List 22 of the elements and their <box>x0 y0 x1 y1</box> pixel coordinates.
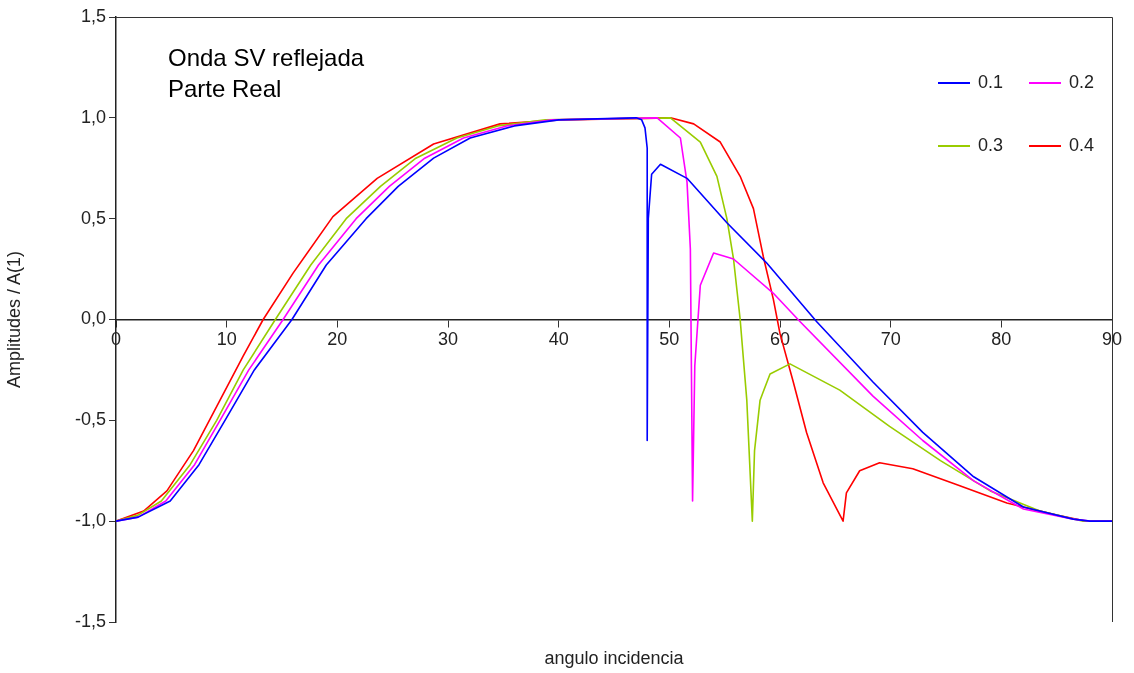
y-tick-label: -0,5 <box>74 409 106 430</box>
y-tick-label: 0,0 <box>80 308 106 329</box>
x-axis-title: angulo incidencia <box>543 648 685 669</box>
legend-label: 0.4 <box>1068 135 1094 156</box>
x-tick-label: 20 <box>327 329 348 350</box>
x-tick-label: 70 <box>880 329 901 350</box>
y-tick-label: -1,0 <box>74 510 106 531</box>
y-axis-title: Amplitudes / A(1) <box>3 250 24 389</box>
legend-label: 0.3 <box>977 135 1003 156</box>
y-tick-label: -1,5 <box>74 610 106 631</box>
x-tick-label: 40 <box>548 329 569 350</box>
x-tick-label: 50 <box>659 329 680 350</box>
y-tick-label: 1,0 <box>80 106 106 127</box>
legend-label: 0.1 <box>977 72 1003 93</box>
y-tick-label: 0,5 <box>80 207 106 228</box>
text: Parte Real <box>168 74 283 104</box>
text: Onda SV reflejada <box>168 43 365 73</box>
x-tick-label: 10 <box>216 329 237 350</box>
x-tick-label: 30 <box>437 329 459 350</box>
y-tick-label: 1,5 <box>80 5 106 26</box>
legend-label: 0.2 <box>1068 72 1094 93</box>
x-tick-label: 80 <box>991 329 1012 350</box>
